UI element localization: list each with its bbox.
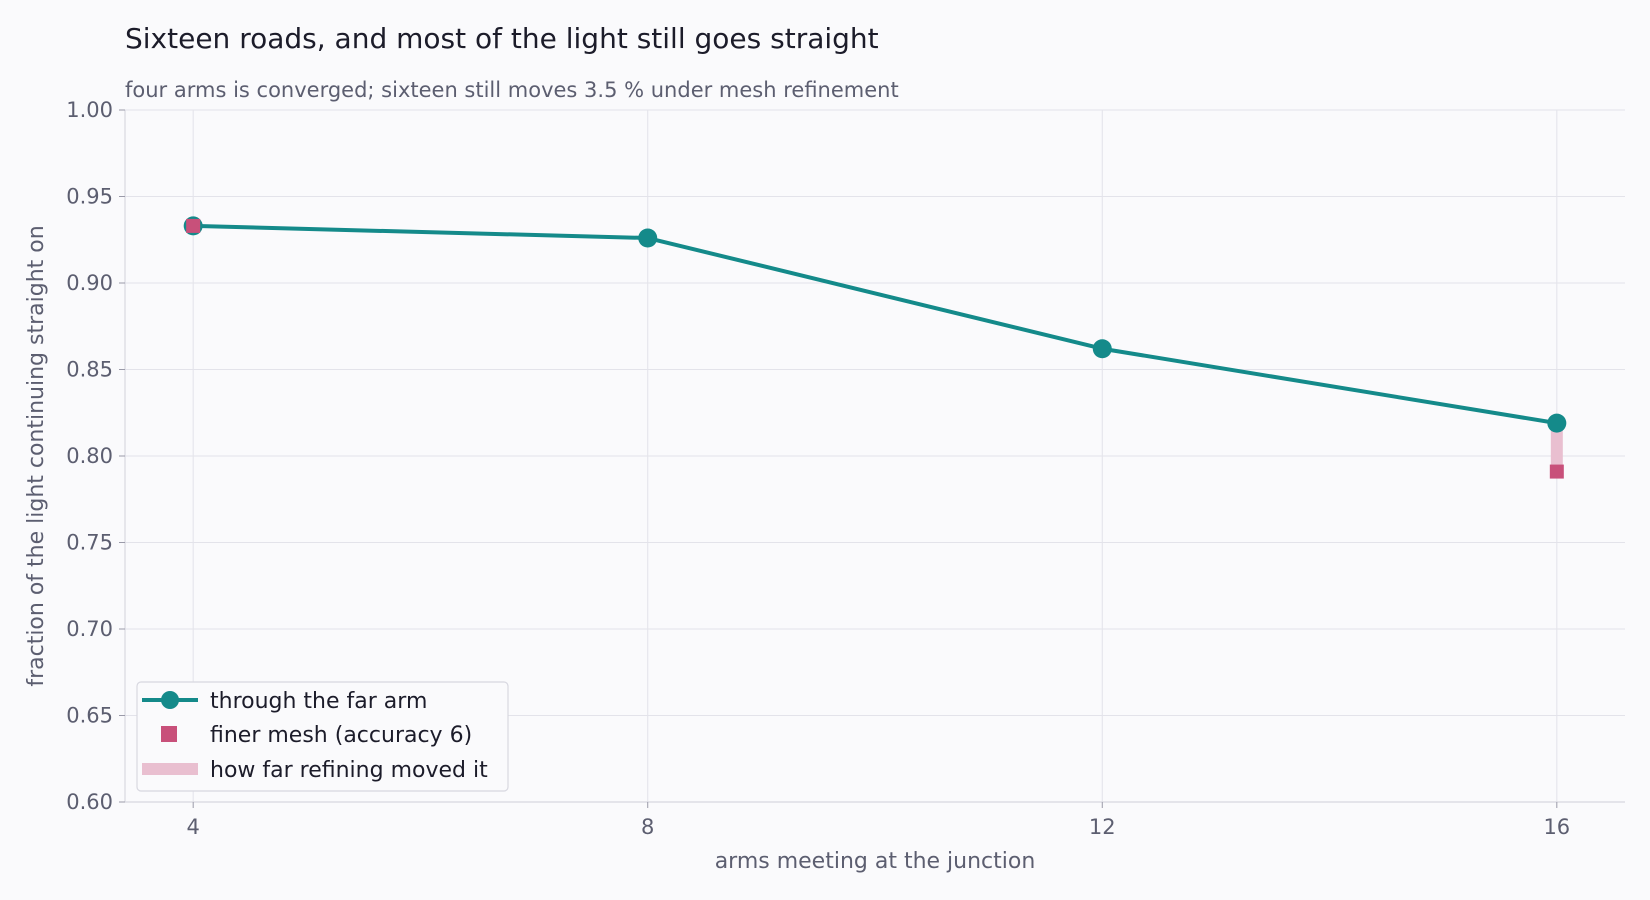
chart-title: Sixteen roads, and most of the light sti… (125, 22, 879, 55)
y-tick-label: 0.90 (66, 271, 113, 295)
legend: through the far arm finer mesh (accuracy… (136, 681, 509, 792)
data-point-through-far-arm (1092, 339, 1112, 359)
y-axis-label: fraction of the light continuing straigh… (24, 225, 49, 686)
x-tick-label: 12 (1089, 815, 1116, 839)
data-point-finer-mesh (186, 218, 201, 233)
y-ticks: 0.60 0.65 0.70 0.75 0.80 0.85 0.90 0.95 1.00 (66, 98, 125, 814)
legend-label-series-3: how far refining moved it (210, 758, 488, 783)
y-tick-label: 1.00 (66, 98, 113, 122)
legend-label-series-2: finer mesh (accuracy 6) (210, 723, 472, 748)
y-tick-label: 0.80 (66, 444, 113, 468)
legend-swatch-band (142, 763, 198, 775)
y-tick-label: 0.70 (66, 617, 113, 641)
legend-label-series-1: through the far arm (210, 689, 427, 714)
y-tick-label: 0.60 (66, 790, 113, 814)
data-point-finer-mesh (1549, 464, 1564, 479)
chart-subtitle: four arms is converged; sixteen still mo… (125, 78, 899, 102)
x-tick-label: 4 (186, 815, 199, 839)
legend-frame (136, 681, 509, 792)
series-line-through-far-arm (193, 223, 1558, 426)
data-point-through-far-arm (1547, 413, 1567, 433)
series-layer (183, 216, 1567, 479)
x-tick-label: 16 (1543, 815, 1570, 839)
y-tick-label: 0.95 (66, 185, 113, 209)
x-ticks: 4 8 12 16 (186, 802, 1570, 839)
x-axis-label: arms meeting at the junction (715, 849, 1036, 874)
data-point-through-far-arm (638, 228, 658, 248)
legend-swatch-circle (161, 691, 179, 709)
legend-swatch-square (161, 726, 177, 742)
y-tick-label: 0.75 (66, 531, 113, 555)
x-tick-label: 8 (641, 815, 654, 839)
y-tick-label: 0.65 (66, 704, 113, 728)
refinement-range-band (1550, 423, 1563, 472)
y-tick-label: 0.85 (66, 358, 113, 382)
